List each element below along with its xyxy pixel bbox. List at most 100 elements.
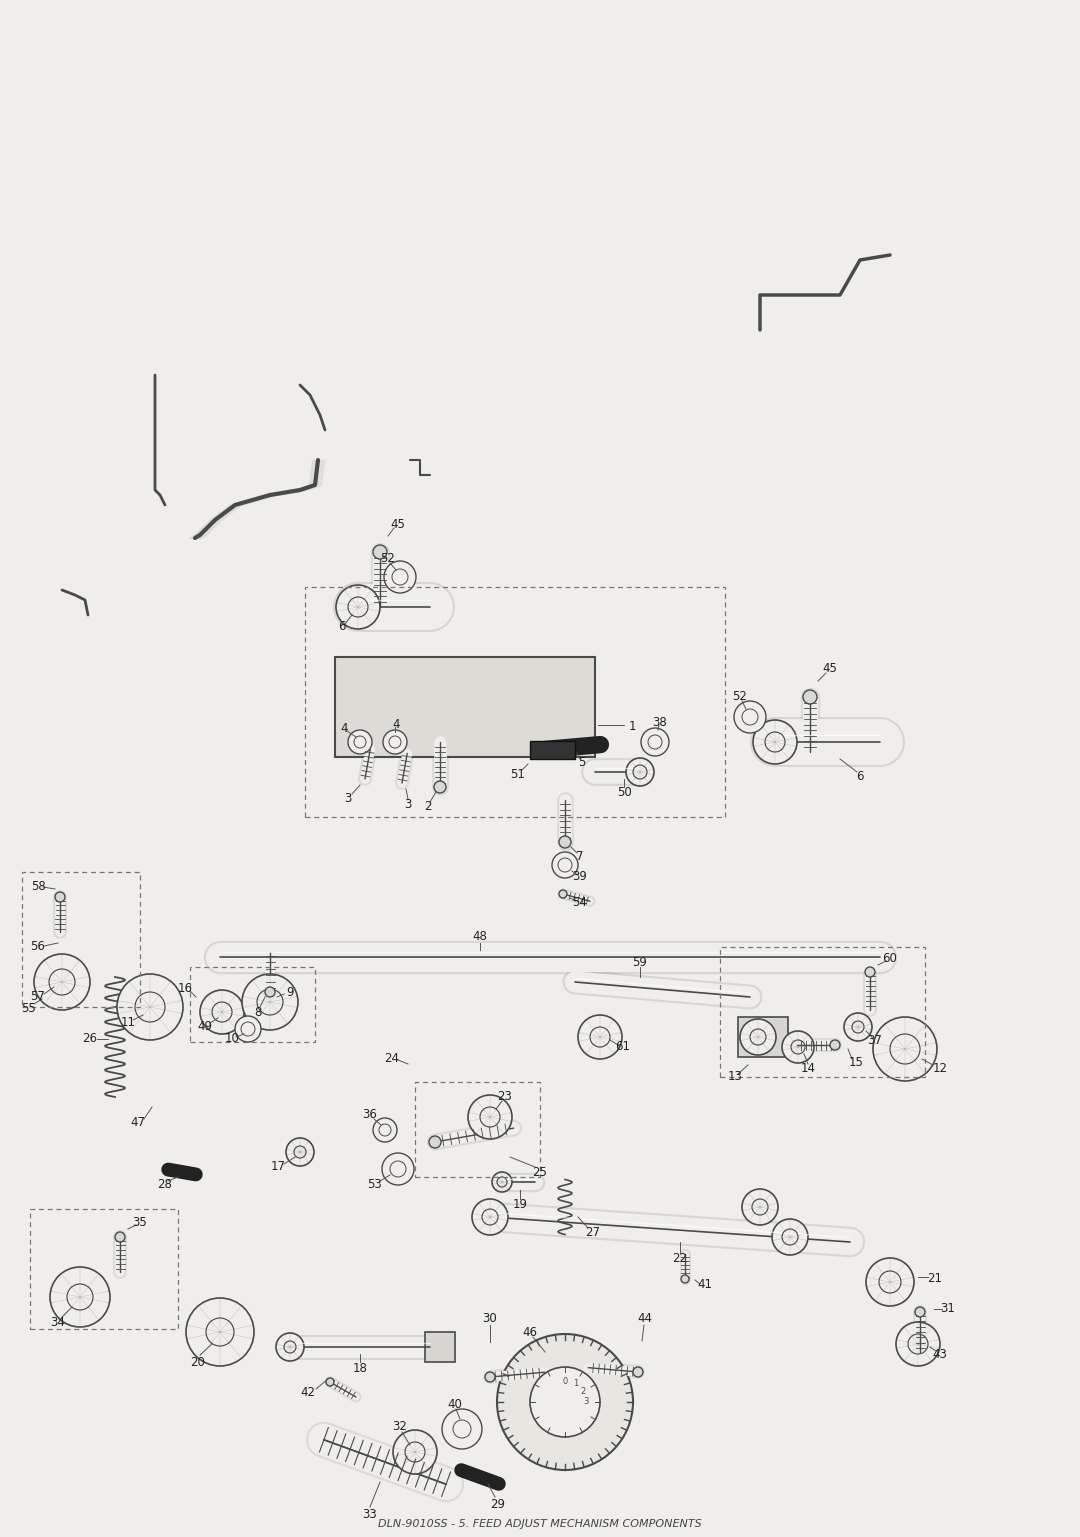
Circle shape bbox=[336, 586, 380, 629]
Circle shape bbox=[843, 1013, 872, 1041]
Text: 9: 9 bbox=[286, 985, 294, 999]
Circle shape bbox=[265, 987, 275, 998]
Bar bbox=[190, 967, 315, 1042]
Bar bbox=[530, 741, 575, 759]
Text: 53: 53 bbox=[367, 1177, 382, 1191]
Text: 5: 5 bbox=[578, 756, 585, 768]
Circle shape bbox=[552, 851, 578, 878]
Text: 16: 16 bbox=[177, 982, 192, 996]
Text: 3: 3 bbox=[404, 798, 411, 810]
Circle shape bbox=[373, 546, 387, 559]
Text: 33: 33 bbox=[363, 1508, 377, 1522]
Circle shape bbox=[442, 1409, 482, 1449]
Text: 3: 3 bbox=[583, 1397, 589, 1406]
Text: 22: 22 bbox=[673, 1253, 688, 1265]
Circle shape bbox=[492, 1173, 512, 1193]
Circle shape bbox=[642, 729, 669, 756]
Text: 45: 45 bbox=[823, 662, 837, 675]
Circle shape bbox=[915, 1306, 924, 1317]
Text: 20: 20 bbox=[190, 1356, 205, 1368]
Bar bbox=[720, 947, 924, 1077]
Text: 41: 41 bbox=[698, 1279, 713, 1291]
Text: 3: 3 bbox=[345, 793, 352, 805]
Circle shape bbox=[753, 719, 797, 764]
Text: 52: 52 bbox=[732, 690, 747, 704]
Text: 59: 59 bbox=[633, 956, 647, 968]
Text: 17: 17 bbox=[270, 1160, 285, 1174]
Bar bbox=[305, 587, 725, 818]
Circle shape bbox=[865, 967, 875, 978]
Circle shape bbox=[782, 1031, 814, 1064]
Circle shape bbox=[578, 1014, 622, 1059]
Circle shape bbox=[383, 730, 407, 755]
Text: 54: 54 bbox=[572, 896, 588, 910]
Text: 8: 8 bbox=[254, 1005, 261, 1019]
Text: 34: 34 bbox=[51, 1316, 66, 1328]
Circle shape bbox=[286, 1137, 314, 1167]
Text: 58: 58 bbox=[30, 881, 45, 893]
Text: 57: 57 bbox=[30, 990, 45, 1004]
Text: 48: 48 bbox=[473, 930, 487, 944]
Circle shape bbox=[114, 1233, 125, 1242]
Text: 11: 11 bbox=[121, 1016, 135, 1028]
Text: 37: 37 bbox=[867, 1033, 882, 1047]
Circle shape bbox=[242, 974, 298, 1030]
Circle shape bbox=[382, 1153, 414, 1185]
Circle shape bbox=[633, 1366, 643, 1377]
Circle shape bbox=[742, 1190, 778, 1225]
Circle shape bbox=[348, 730, 372, 755]
Text: 32: 32 bbox=[392, 1420, 407, 1434]
Text: 28: 28 bbox=[158, 1179, 173, 1191]
Text: 25: 25 bbox=[532, 1165, 548, 1179]
Text: 21: 21 bbox=[928, 1273, 943, 1285]
Text: 26: 26 bbox=[82, 1033, 97, 1045]
Text: 1: 1 bbox=[572, 1379, 578, 1388]
Text: 7: 7 bbox=[577, 850, 584, 864]
Text: 19: 19 bbox=[513, 1199, 527, 1211]
Circle shape bbox=[276, 1333, 303, 1360]
Text: 6: 6 bbox=[856, 770, 864, 784]
Circle shape bbox=[33, 954, 90, 1010]
Text: 36: 36 bbox=[363, 1108, 377, 1122]
Bar bbox=[335, 656, 595, 758]
Text: 14: 14 bbox=[800, 1062, 815, 1076]
Text: 60: 60 bbox=[882, 953, 897, 965]
Circle shape bbox=[117, 974, 183, 1041]
Text: 18: 18 bbox=[352, 1362, 367, 1376]
Text: 12: 12 bbox=[932, 1062, 947, 1076]
Text: 50: 50 bbox=[618, 785, 633, 799]
Text: 24: 24 bbox=[384, 1053, 400, 1065]
Circle shape bbox=[200, 990, 244, 1034]
Circle shape bbox=[326, 1379, 334, 1386]
Circle shape bbox=[559, 890, 567, 898]
Text: 31: 31 bbox=[941, 1302, 956, 1316]
Bar bbox=[415, 1082, 540, 1177]
Circle shape bbox=[468, 1094, 512, 1139]
Text: 2: 2 bbox=[424, 801, 432, 813]
Text: 4: 4 bbox=[340, 722, 348, 736]
Text: 52: 52 bbox=[380, 552, 395, 566]
Text: 43: 43 bbox=[932, 1348, 947, 1360]
Text: 46: 46 bbox=[523, 1325, 538, 1339]
Text: 23: 23 bbox=[498, 1090, 512, 1104]
Circle shape bbox=[434, 781, 446, 793]
Bar bbox=[426, 1333, 455, 1362]
Text: 27: 27 bbox=[585, 1225, 600, 1239]
Circle shape bbox=[235, 1016, 261, 1042]
Circle shape bbox=[393, 1429, 437, 1474]
Circle shape bbox=[530, 1366, 600, 1437]
Circle shape bbox=[866, 1257, 914, 1306]
Text: 38: 38 bbox=[652, 716, 667, 729]
Circle shape bbox=[429, 1136, 441, 1148]
Circle shape bbox=[50, 1266, 110, 1326]
Text: 29: 29 bbox=[490, 1499, 505, 1511]
Text: 61: 61 bbox=[616, 1041, 631, 1053]
Text: 42: 42 bbox=[300, 1385, 315, 1399]
Text: 51: 51 bbox=[511, 767, 526, 781]
Text: 47: 47 bbox=[131, 1116, 146, 1128]
Bar bbox=[738, 1017, 788, 1057]
Circle shape bbox=[626, 758, 654, 785]
Circle shape bbox=[472, 1199, 508, 1236]
Bar bbox=[30, 1210, 178, 1330]
Circle shape bbox=[497, 1334, 633, 1469]
